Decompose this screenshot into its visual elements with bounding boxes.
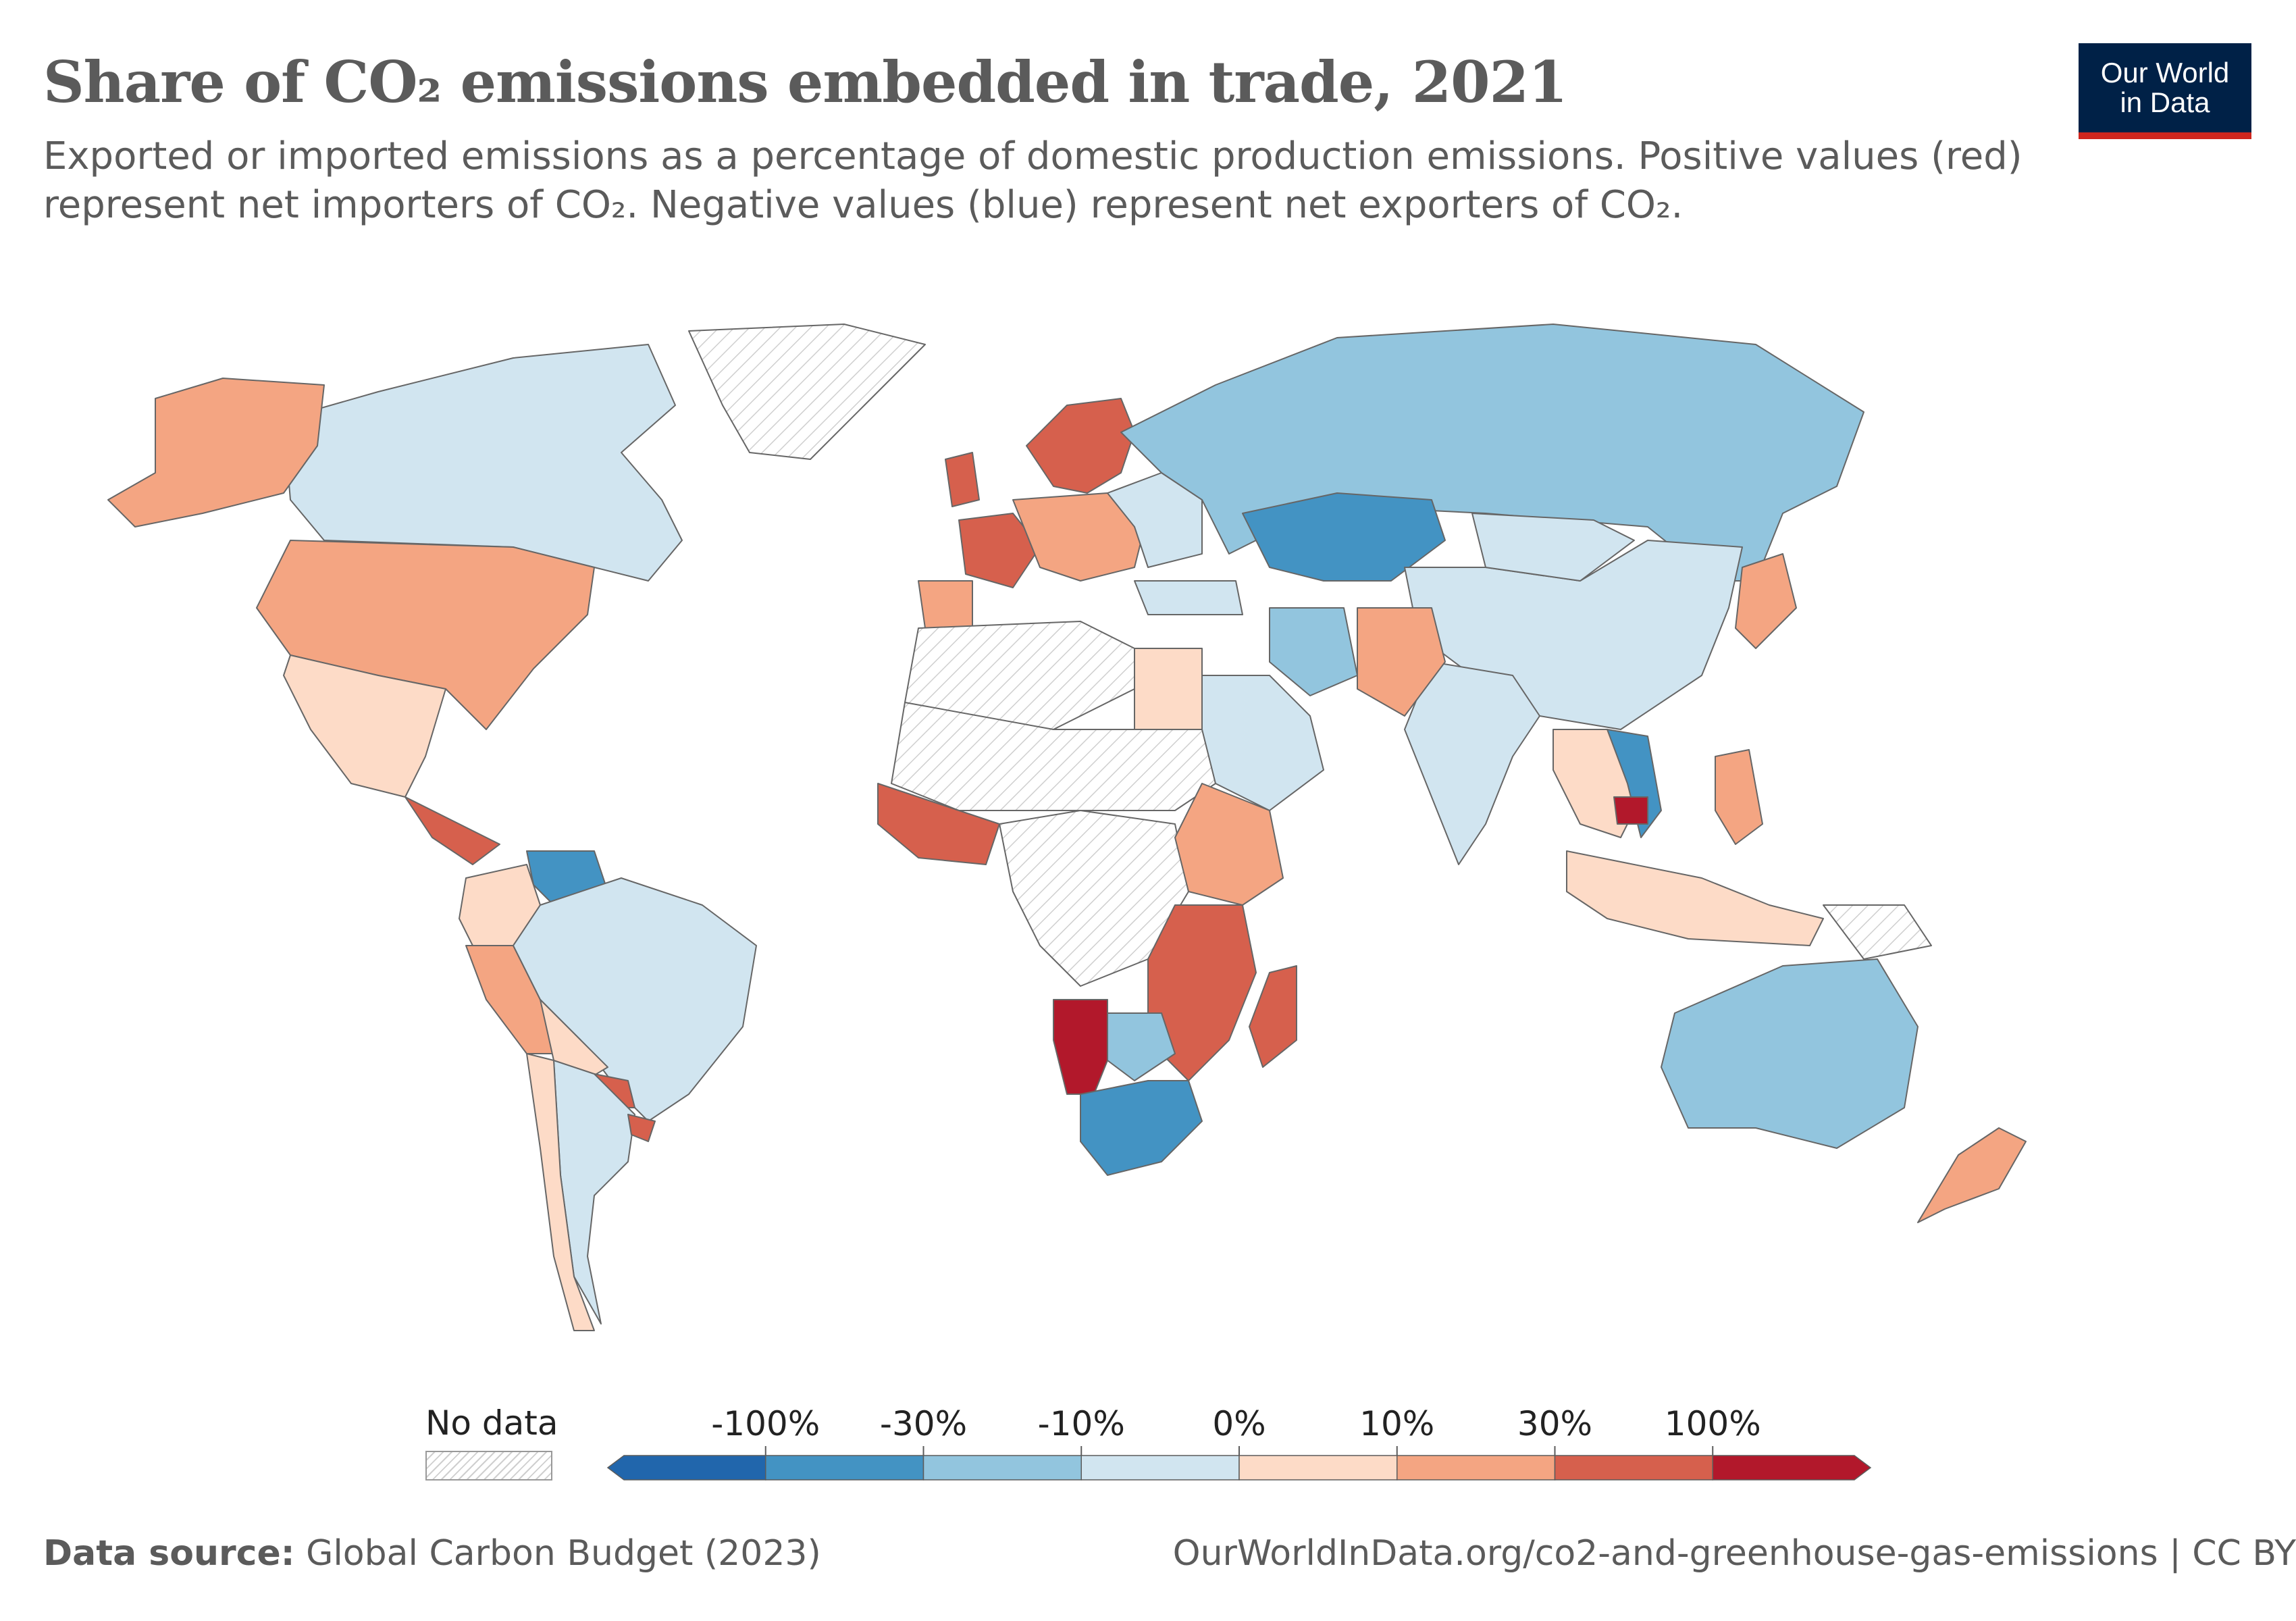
source-url[interactable]: OurWorldInData.org/co2-and-greenhouse-ga… [1172, 1533, 2296, 1574]
chart-title: Share of CO₂ emissions embedded in trade… [43, 49, 1567, 115]
legend-tick-label: 0% [1212, 1404, 1266, 1443]
logo-line-2: in Data [2120, 86, 2210, 118]
region-west-africa[interactable] [877, 783, 1000, 865]
data-source-label: Data source: [43, 1533, 295, 1574]
legend-swatch-2[interactable] [922, 1455, 1082, 1481]
legend-no-data-label: No data [425, 1404, 558, 1443]
legend-swatch-6[interactable] [1554, 1455, 1713, 1481]
region-iran[interactable] [1269, 607, 1358, 696]
legend-tick-label: 30% [1517, 1404, 1592, 1443]
region-alaska[interactable] [107, 378, 325, 528]
region-iberia[interactable] [918, 580, 973, 629]
region-france[interactable] [958, 513, 1041, 588]
legend-swatch-1[interactable] [765, 1455, 924, 1481]
region-indonesia[interactable] [1566, 850, 1824, 946]
region-cambodia[interactable] [1613, 796, 1648, 825]
chart-subtitle: Exported or imported emissions as a perc… [43, 134, 2023, 227]
region-mongolia[interactable] [1471, 513, 1635, 582]
region-south-africa[interactable] [1080, 1080, 1203, 1176]
region-uk[interactable] [945, 452, 980, 507]
legend-tick-label: -10% [1038, 1404, 1125, 1443]
region-japan[interactable] [1735, 553, 1797, 649]
region-central-america[interactable] [405, 796, 500, 865]
region-philippines[interactable] [1715, 749, 1763, 845]
legend-swatch-7[interactable] [1712, 1455, 1872, 1481]
region-usa[interactable] [256, 540, 595, 730]
data-source-value: Global Carbon Budget (2023) [306, 1533, 821, 1574]
region-madagascar[interactable] [1249, 965, 1297, 1068]
region-canada[interactable] [283, 344, 683, 582]
region-egypt[interactable] [1134, 648, 1203, 730]
legend-swatch-5[interactable] [1397, 1455, 1556, 1481]
region-india[interactable] [1404, 661, 1540, 865]
data-source: Data source: Global Carbon Budget (2023) [43, 1533, 821, 1574]
region-uruguay[interactable] [627, 1114, 656, 1142]
region-botswana[interactable] [1107, 1012, 1176, 1081]
world-map[interactable] [0, 297, 2296, 1351]
region-brazil[interactable] [513, 877, 757, 1122]
legend-swatch-4[interactable] [1238, 1455, 1398, 1481]
region-namibia[interactable] [1053, 999, 1108, 1095]
legend-tick-label: 10% [1359, 1404, 1434, 1443]
legend-swatch-3[interactable] [1080, 1455, 1240, 1481]
logo-line-1: Our World [2100, 57, 2230, 88]
legend-tick-label: -30% [880, 1404, 967, 1443]
region-kazakhstan[interactable] [1242, 492, 1446, 582]
region-turkey[interactable] [1134, 580, 1243, 615]
region-papua[interactable] [1823, 904, 1932, 960]
legend-swatch-0[interactable] [606, 1455, 766, 1481]
region-greenland[interactable] [688, 324, 926, 460]
legend-tick-label: 100% [1665, 1404, 1761, 1443]
owid-logo[interactable]: Our World in Data [2079, 43, 2251, 139]
region-chile[interactable] [526, 1053, 595, 1331]
region-scandinavia[interactable] [1026, 398, 1135, 494]
legend-no-data-swatch [425, 1451, 552, 1481]
region-southeast-africa[interactable] [1147, 904, 1257, 1081]
color-legend[interactable]: -100% -30% -10% 0% 10% 30% 100% [0, 1391, 2296, 1499]
legend-tick-label: -100% [711, 1404, 820, 1443]
region-new-zealand[interactable] [1917, 1127, 2027, 1223]
region-australia[interactable] [1661, 958, 1919, 1149]
